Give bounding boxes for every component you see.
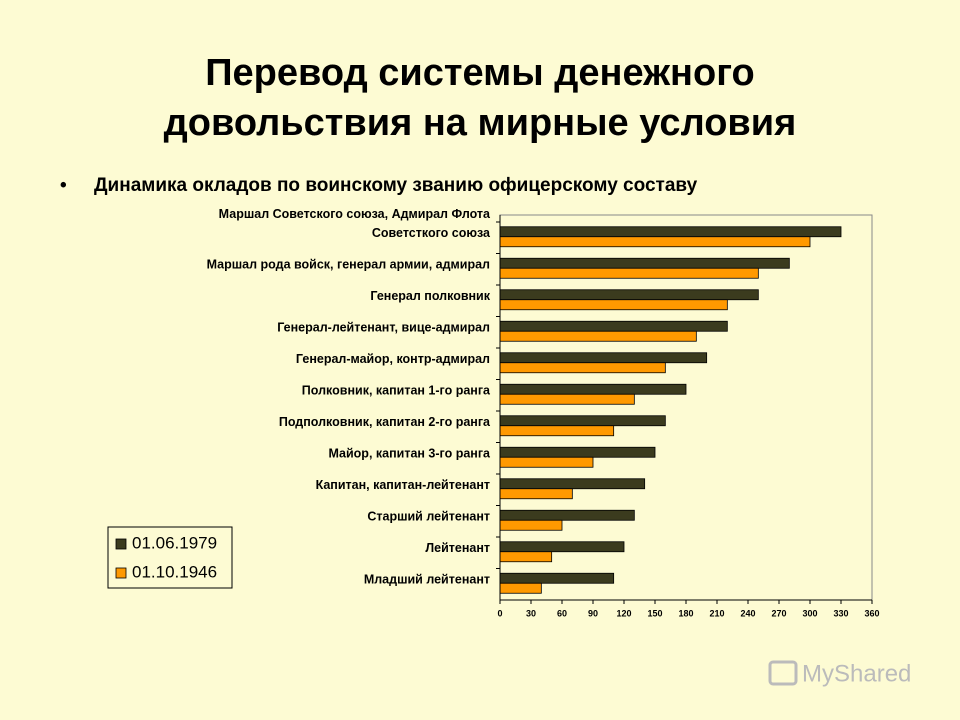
bar [499,236,811,248]
subtitle: Динамика окладов по воинскому званию офи… [94,175,698,196]
x-tick-label: 90 [588,608,598,618]
y-tick-label: Подполковник, капитан 2-го ранга [279,415,491,429]
bar [499,488,573,500]
x-tick-label: 60 [557,608,567,618]
y-tick-label: Капитан, капитан-лейтенант [316,478,490,492]
legend: 01.06.1979 01.10.1946 [107,526,233,589]
bar [499,582,542,594]
legend-swatch [115,567,127,579]
x-tick-label: 120 [616,608,631,618]
bar [499,362,666,374]
x-tick-label: 360 [864,608,879,618]
bar [499,393,635,405]
x-tick-label: 300 [802,608,817,618]
bar [499,226,842,238]
bar [499,519,563,531]
bar [499,352,708,364]
bar [499,289,759,301]
title-line: довольствия на мирные условия [164,102,797,144]
bar [499,383,687,395]
x-tick-label: 180 [678,608,693,618]
bar [499,257,790,269]
y-tick-label: Генерал-лейтенант, вице-адмирал [277,321,490,335]
y-tick-label: Генерал полковник [370,289,490,303]
x-tick-label: 270 [771,608,786,618]
bar [499,551,553,563]
y-tick-label: Маршал Советского союза, Адмирал Флота Со… [219,207,491,240]
bullet: • [60,175,67,196]
y-tick-label: Старший лейтенант [367,510,490,524]
bar [499,541,625,553]
x-tick-label: 330 [833,608,848,618]
bar [499,425,615,437]
bar [499,330,697,342]
x-tick-label: 150 [647,608,662,618]
y-tick-label: Полковник, капитан 1-го ранга [302,384,491,398]
bar [499,320,728,332]
bar [499,478,646,490]
bar [499,267,759,279]
y-tick-label: Младший лейтенант [364,573,490,587]
legend-swatch [115,538,127,550]
bar [499,446,656,458]
y-tick-label: Майор, капитан 3-го ранга [328,447,491,461]
y-tick-label: Генерал-майор, контр-адмирал [296,352,490,366]
legend-frame [107,526,233,589]
x-tick-label: 30 [526,608,536,618]
y-tick-label: Лейтенант [425,541,490,555]
bar [499,415,666,427]
bar [499,456,594,468]
x-tick-label: 0 [497,608,502,618]
logo: MyShared [768,660,911,687]
bar [499,572,615,584]
bar [499,299,728,311]
legend-label: 01.06.1979 [132,533,217,552]
x-tick-label: 240 [740,608,755,618]
bar [499,509,635,521]
watermark: MyShared [802,660,911,687]
title-line: Перевод системы денежного [205,52,755,94]
y-tick-label: Маршал рода войск, генерал армии, адмира… [207,258,490,272]
x-tick-label: 210 [709,608,724,618]
legend-label: 01.10.1946 [132,562,217,581]
